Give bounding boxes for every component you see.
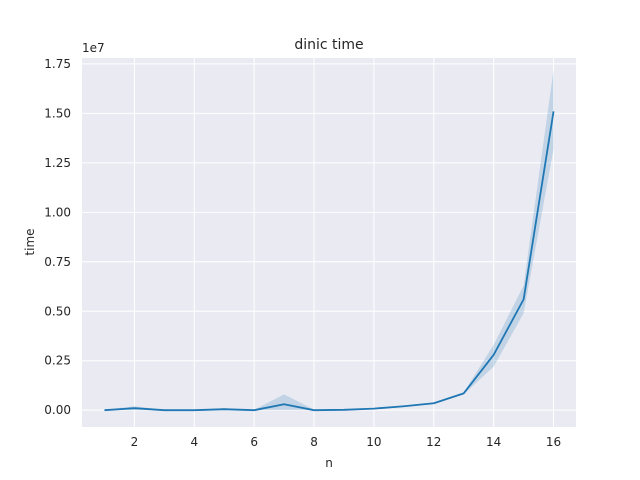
x-tick-label: 16 (546, 435, 561, 449)
chart-title: dinic time (294, 37, 363, 53)
y-tick-label: 1.50 (44, 106, 71, 120)
x-tick-label: 12 (426, 435, 441, 449)
y-axis-label: time (23, 228, 37, 255)
y-tick-label: 1.00 (44, 205, 71, 219)
x-tick-label: 8 (310, 435, 318, 449)
y-tick-label: 0.75 (44, 255, 71, 269)
x-tick-label: 10 (366, 435, 381, 449)
y-tick-label: 0.50 (44, 304, 71, 318)
x-axis-label: n (325, 456, 333, 470)
y-tick-label: 0.25 (44, 354, 71, 368)
series-line (104, 111, 555, 412)
y-tick-labels: 0.00 0.25 0.50 0.75 1.00 1.25 1.50 1.75 (44, 57, 71, 417)
y-tick-label: 1.75 (44, 57, 71, 71)
series-line-group (104, 111, 555, 412)
y-offset-label: 1e7 (82, 41, 105, 55)
y-tick-label: 0.00 (44, 403, 71, 417)
x-tick-label: 6 (250, 435, 258, 449)
x-tick-label: 2 (131, 435, 139, 449)
x-tick-label: 4 (190, 435, 198, 449)
x-tick-label: 14 (486, 435, 501, 449)
x-tick-labels: 2 4 6 8 10 12 14 16 (131, 435, 562, 449)
y-tick-label: 1.25 (44, 156, 71, 170)
